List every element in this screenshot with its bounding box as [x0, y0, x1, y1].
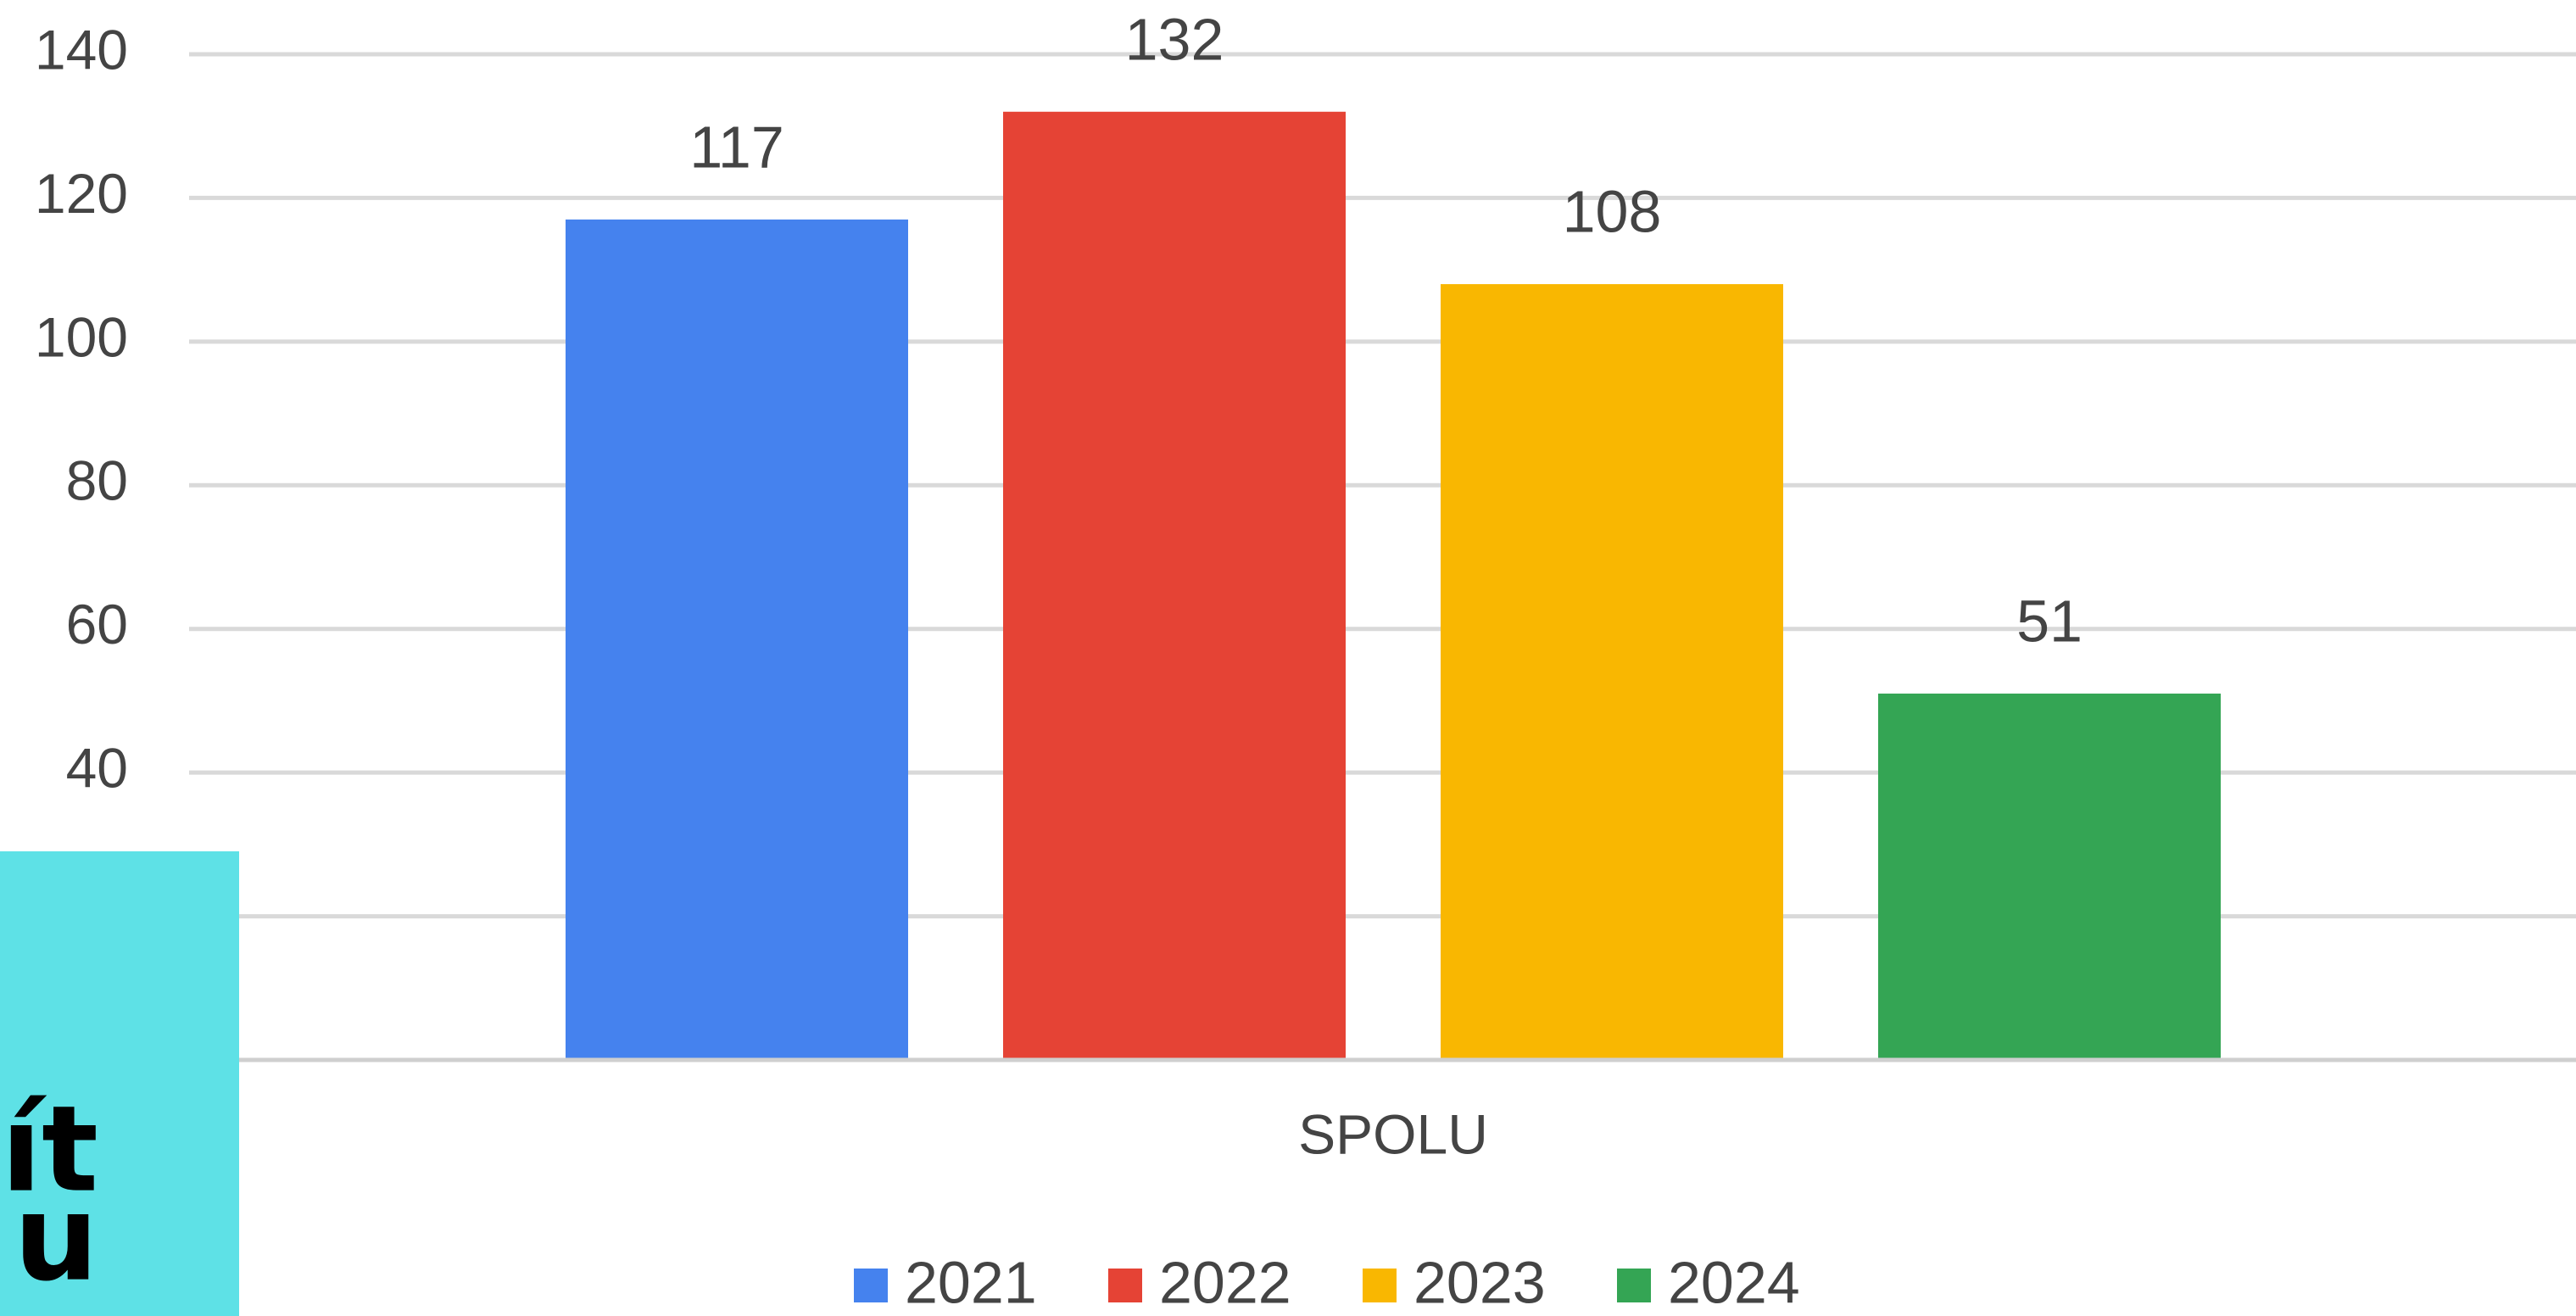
- legend-label: 2023: [1413, 1249, 1546, 1315]
- y-tick-label: 80: [66, 449, 128, 512]
- legend-label: 2022: [1159, 1249, 1291, 1315]
- y-tick-label: 140: [35, 18, 128, 81]
- y-tick-label: 60: [66, 593, 128, 655]
- data-label: 132: [1125, 6, 1224, 72]
- data-label: 117: [689, 114, 784, 180]
- y-tick-label: 40: [66, 737, 128, 800]
- legend-swatch: [1108, 1269, 1142, 1302]
- legend-swatch: [1363, 1269, 1397, 1302]
- overlay-text: u: [14, 1170, 98, 1308]
- y-tick-label: 120: [35, 162, 128, 225]
- data-label: 51: [2016, 588, 2083, 654]
- bar: [1878, 693, 2221, 1060]
- overlay-box: [0, 851, 239, 1316]
- bar: [1003, 111, 1346, 1060]
- overlay-text: ít: [1, 1081, 98, 1219]
- legend-label: 2021: [905, 1249, 1037, 1315]
- bar: [566, 219, 908, 1060]
- y-tick-label: 100: [35, 305, 128, 368]
- legend-swatch: [1617, 1269, 1651, 1302]
- bar: [1441, 284, 1783, 1061]
- data-label: 108: [1563, 179, 1662, 245]
- x-tick-label: SPOLU: [1298, 1102, 1488, 1165]
- legend-label: 2024: [1668, 1249, 1800, 1315]
- legend-swatch: [854, 1269, 888, 1302]
